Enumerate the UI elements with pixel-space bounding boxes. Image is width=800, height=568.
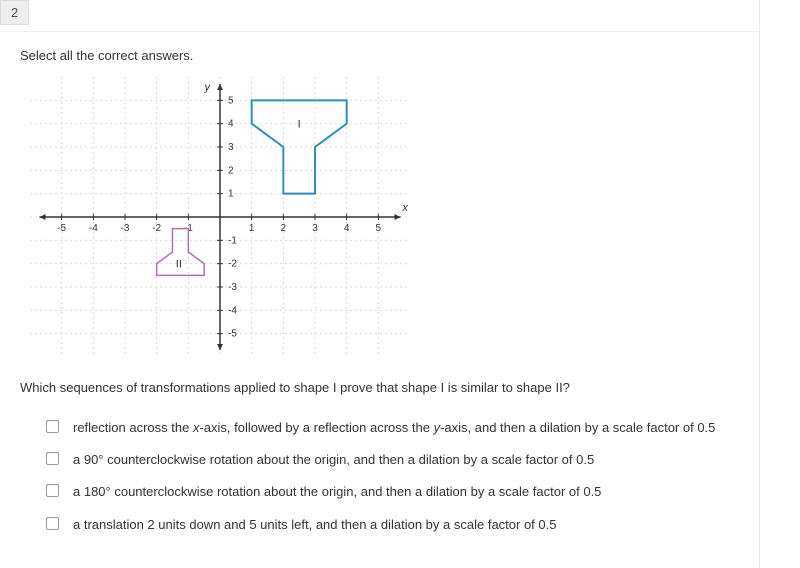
svg-text:I: I [298, 119, 301, 131]
svg-text:-5: -5 [57, 223, 66, 234]
option-b-label: a 90° counterclockwise rotation about th… [73, 451, 594, 469]
option-d-label: a translation 2 units down and 5 units l… [73, 516, 556, 534]
svg-text:-1: -1 [228, 235, 237, 246]
svg-text:-2: -2 [228, 259, 237, 270]
svg-text:-2: -2 [152, 223, 161, 234]
option-a-label: reflection across the x-axis, followed b… [73, 419, 715, 437]
svg-text:x: x [402, 202, 409, 214]
option-a[interactable]: reflection across the x-axis, followed b… [46, 419, 739, 437]
svg-text:-5: -5 [228, 329, 237, 340]
answer-options: reflection across the x-axis, followed b… [20, 419, 739, 534]
checkbox-icon[interactable] [46, 452, 59, 465]
svg-text:-4: -4 [89, 223, 98, 234]
question-text: Which sequences of transformations appli… [20, 380, 739, 395]
option-c[interactable]: a 180° counterclockwise rotation about t… [46, 483, 739, 501]
svg-text:2: 2 [281, 223, 287, 234]
svg-text:II: II [176, 259, 182, 271]
svg-text:2: 2 [228, 165, 234, 176]
svg-text:4: 4 [344, 223, 350, 234]
svg-text:4: 4 [228, 119, 234, 130]
graph-svg: -5-5-4-4-3-3-2-2-1-11122334455xyIII [30, 77, 410, 357]
svg-text:1: 1 [228, 189, 234, 200]
svg-text:5: 5 [228, 95, 234, 106]
svg-text:5: 5 [376, 223, 382, 234]
svg-text:1: 1 [249, 223, 255, 234]
svg-text:-3: -3 [121, 223, 130, 234]
svg-text:3: 3 [312, 223, 318, 234]
svg-text:-4: -4 [228, 305, 237, 316]
prompt-text: Select all the correct answers. [20, 48, 739, 63]
svg-text:3: 3 [228, 142, 234, 153]
question-number: 2 [0, 0, 29, 25]
checkbox-icon[interactable] [46, 484, 59, 497]
divider [0, 31, 759, 32]
checkbox-icon[interactable] [46, 517, 59, 530]
option-c-label: a 180° counterclockwise rotation about t… [73, 483, 601, 501]
option-d[interactable]: a translation 2 units down and 5 units l… [46, 516, 739, 534]
svg-text:-3: -3 [228, 282, 237, 293]
svg-text:y: y [204, 82, 212, 94]
checkbox-icon[interactable] [46, 420, 59, 433]
option-b[interactable]: a 90° counterclockwise rotation about th… [46, 451, 739, 469]
coordinate-graph: -5-5-4-4-3-3-2-2-1-11122334455xyIII [30, 77, 739, 360]
